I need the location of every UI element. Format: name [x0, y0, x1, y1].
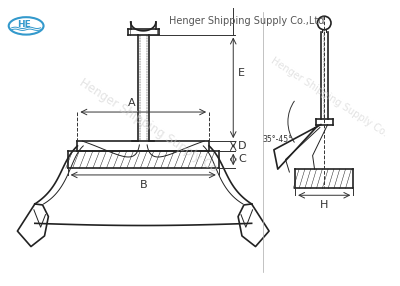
- Text: E: E: [238, 68, 245, 78]
- Text: B: B: [140, 180, 147, 190]
- Text: D: D: [238, 141, 246, 151]
- Text: Henger Shipping Supply Co.,Ltd: Henger Shipping Supply Co.,Ltd: [169, 16, 324, 26]
- Text: A: A: [128, 98, 136, 108]
- Text: H: H: [320, 200, 328, 210]
- Text: HE: HE: [17, 20, 31, 29]
- Text: Henger Shipping Supply Co.: Henger Shipping Supply Co.: [269, 56, 389, 139]
- Text: 35°-45°: 35°-45°: [263, 135, 293, 144]
- Text: C: C: [238, 154, 246, 164]
- Text: Henger Shipping Supply Co.: Henger Shipping Supply Co.: [77, 76, 223, 177]
